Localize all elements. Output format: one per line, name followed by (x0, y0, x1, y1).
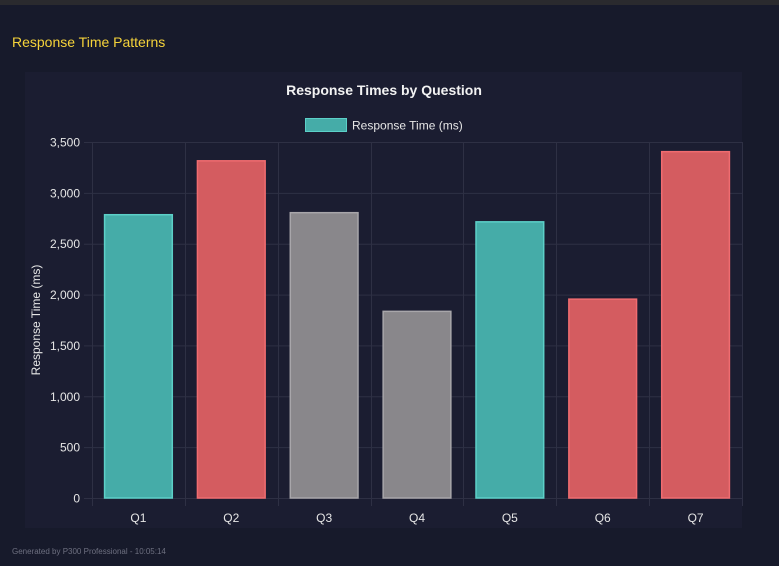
y-axis-label: Response Time (ms) (29, 265, 43, 376)
window-top-bar (0, 0, 779, 5)
y-tick-label: 0 (73, 492, 80, 506)
bar-q4 (382, 310, 452, 499)
bar-q2 (196, 160, 266, 499)
section-title: Response Time Patterns (12, 34, 166, 50)
chart-title: Response Times by Question (286, 82, 482, 98)
bar-q5 (475, 221, 545, 499)
y-tick-label: 500 (60, 441, 80, 455)
y-tick-label: 3,500 (50, 136, 80, 150)
legend-swatch (305, 118, 347, 132)
y-tick-label: 2,000 (50, 288, 80, 302)
x-tick-label: Q4 (409, 511, 425, 525)
x-tick-label: Q5 (502, 511, 518, 525)
x-tick-label: Q3 (316, 511, 332, 525)
x-tick-label: Q2 (223, 511, 239, 525)
footer-text: Generated by P300 Professional - 10:05:1… (12, 547, 166, 556)
y-tick-label: 1,000 (50, 390, 80, 404)
y-tick-label: 1,500 (50, 339, 80, 353)
x-tick-label: Q1 (130, 511, 146, 525)
x-tick-label: Q6 (595, 511, 611, 525)
y-tick-label: 3,000 (50, 186, 80, 200)
bar-q7 (660, 150, 731, 499)
x-tick-label: Q7 (688, 511, 704, 525)
bar-q3 (289, 211, 359, 499)
y-tick-label: 2,500 (50, 237, 80, 251)
bar-q6 (568, 298, 638, 499)
legend-label: Response Time (ms) (352, 119, 463, 133)
bar-q1 (103, 213, 174, 499)
